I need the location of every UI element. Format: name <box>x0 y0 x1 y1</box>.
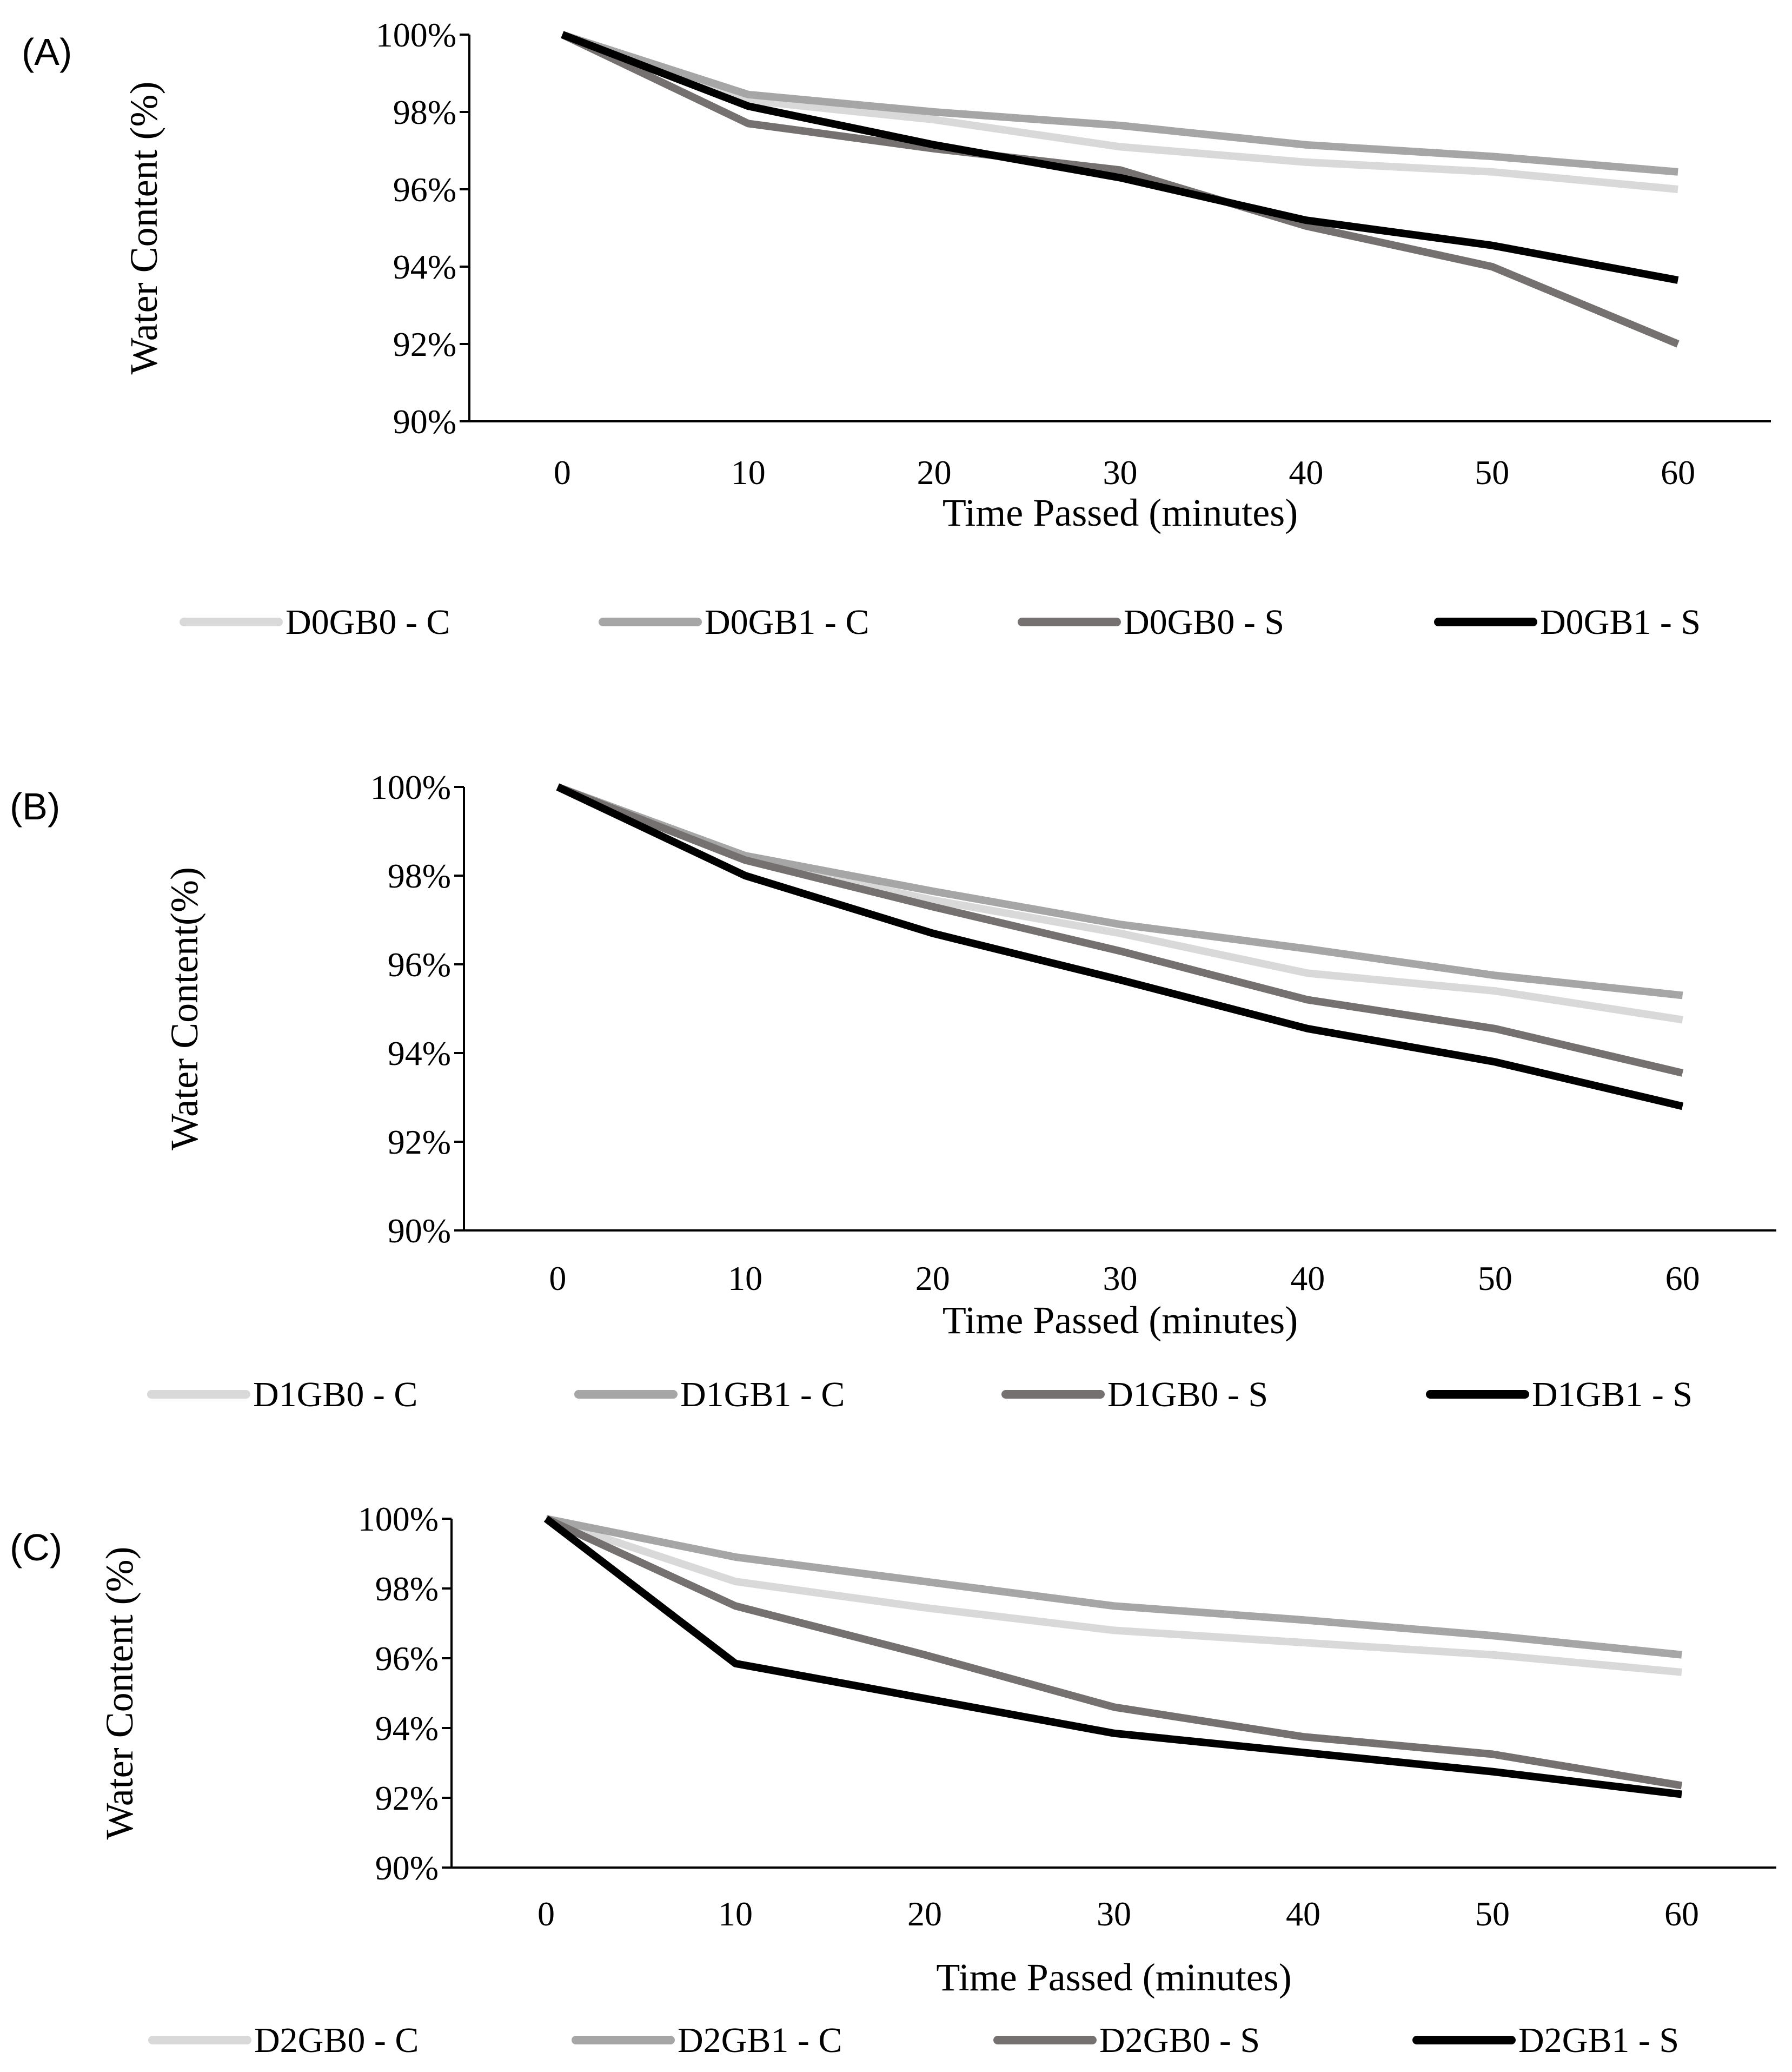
x-tick-label: 30 <box>1097 1895 1131 1933</box>
y-tick-label: 90% <box>375 1849 439 1887</box>
legend-label: D1GB0 - C <box>253 1375 417 1414</box>
x-tick-label: 0 <box>537 1895 555 1933</box>
x-tick-label: 20 <box>915 1259 950 1298</box>
legend-label: D0GB0 - S <box>1124 603 1284 642</box>
y-axis-title: Water Content (%) <box>122 81 165 374</box>
legend-label: D1GB1 - C <box>680 1375 845 1414</box>
y-tick-label: 92% <box>393 325 456 363</box>
series-line-d0gb1-s <box>561 31 1679 284</box>
series-line-d1gb0-c <box>556 783 1683 1024</box>
chart-panel-1: (A) 90% 92% 94% 96% 98% 100% 0 10 20 30 40 50 60 Time … <box>22 16 1771 642</box>
x-tick-label: 40 <box>1290 1259 1325 1298</box>
y-axis-title: Water Content (%) <box>98 1546 141 1839</box>
legend-label: D2GB0 - S <box>1099 2021 1260 2060</box>
x-tick-label: 10 <box>718 1895 753 1933</box>
series-line-d2gb0-c <box>545 1515 1682 1676</box>
series-line-d2gb0-s <box>545 1515 1683 1790</box>
y-tick-label: 94% <box>388 1034 451 1073</box>
x-tick-label: 20 <box>907 1895 942 1933</box>
y-tick-label: 100% <box>370 768 451 806</box>
series-line-d2gb1-s <box>543 1515 1682 1798</box>
x-tick-label: 0 <box>554 453 571 492</box>
x-tick-label: 60 <box>1661 453 1695 492</box>
legend-label: D0GB1 - S <box>1540 603 1701 642</box>
x-axis-title: Time Passed (minutes) <box>943 491 1298 534</box>
x-tick-label: 30 <box>1103 453 1138 492</box>
x-tick-label: 40 <box>1289 453 1323 492</box>
y-tick-label: 90% <box>388 1212 451 1250</box>
y-tick-label: 98% <box>388 857 451 895</box>
y-tick-label: 96% <box>388 945 451 984</box>
legend: D1GB0 - C D1GB1 - C D1GB0 - S D1GB1 - S <box>147 1375 1693 1414</box>
x-tick-label: 0 <box>549 1259 566 1298</box>
y-tick-label: 98% <box>375 1570 439 1608</box>
panel-label: (B) <box>10 785 60 828</box>
series-line-d1gb0-s <box>556 783 1684 1077</box>
y-tick-label: 94% <box>393 248 456 286</box>
y-tick-label: 96% <box>375 1639 439 1678</box>
x-tick-label: 50 <box>1478 1259 1512 1298</box>
legend-label: D0GB0 - C <box>286 603 450 642</box>
legend-label: D2GB1 - C <box>678 2021 842 2060</box>
legend-label: D0GB1 - C <box>705 603 869 642</box>
y-tick-label: 100% <box>376 16 456 54</box>
y-tick-label: 90% <box>393 402 456 441</box>
chart-panel-2: (B) 90% 92% 94% 96% 98% 100% 0 10 20 30 40 50 60 Time … <box>10 768 1776 1414</box>
x-tick-label: 50 <box>1475 1895 1510 1933</box>
legend-label: D2GB1 - S <box>1518 2021 1679 2060</box>
y-tick-label: 100% <box>358 1500 439 1538</box>
series-line-d0gb0-s <box>560 31 1680 348</box>
series-line-d2gb1-c <box>545 1515 1682 1659</box>
chart-panel-3: (C) 90% 92% 94% 96% 98% 100% 0 10 20 30 40 50 60 Time … <box>10 1500 1776 2060</box>
series-line-d1gb1-s <box>556 783 1684 1110</box>
y-tick-label: 98% <box>393 93 456 131</box>
series-line-d0gb0-c <box>561 31 1678 193</box>
y-tick-label: 94% <box>375 1709 439 1747</box>
series-line-d0gb1-c <box>561 31 1678 176</box>
y-tick-label: 92% <box>375 1779 439 1817</box>
x-tick-label: 20 <box>917 453 952 492</box>
legend: D2GB0 - C D2GB1 - C D2GB0 - S D2GB1 - S <box>148 2021 1679 2060</box>
y-tick-label: 96% <box>393 170 456 209</box>
legend-label: D2GB0 - C <box>254 2021 419 2060</box>
y-axis-title: Water Content(%) <box>163 867 206 1150</box>
series-line-d1gb1-c <box>556 783 1683 999</box>
legend-label: D1GB0 - S <box>1107 1375 1268 1414</box>
x-tick-label: 40 <box>1286 1895 1320 1933</box>
panel-label: (A) <box>22 31 72 73</box>
x-axis-title: Time Passed (minutes) <box>936 1956 1291 1999</box>
x-tick-label: 30 <box>1103 1259 1138 1298</box>
legend: D0GB0 - C D0GB1 - C D0GB0 - S D0GB1 - S <box>180 603 1701 642</box>
x-tick-label: 60 <box>1665 1259 1700 1298</box>
legend-label: D1GB1 - S <box>1532 1375 1693 1414</box>
x-tick-label: 10 <box>728 1259 762 1298</box>
x-tick-label: 60 <box>1664 1895 1699 1933</box>
x-axis-title: Time Passed (minutes) <box>943 1299 1298 1342</box>
x-tick-label: 10 <box>731 453 766 492</box>
y-tick-label: 92% <box>388 1123 451 1161</box>
x-tick-label: 50 <box>1475 453 1509 492</box>
panel-label: (C) <box>10 1526 62 1568</box>
